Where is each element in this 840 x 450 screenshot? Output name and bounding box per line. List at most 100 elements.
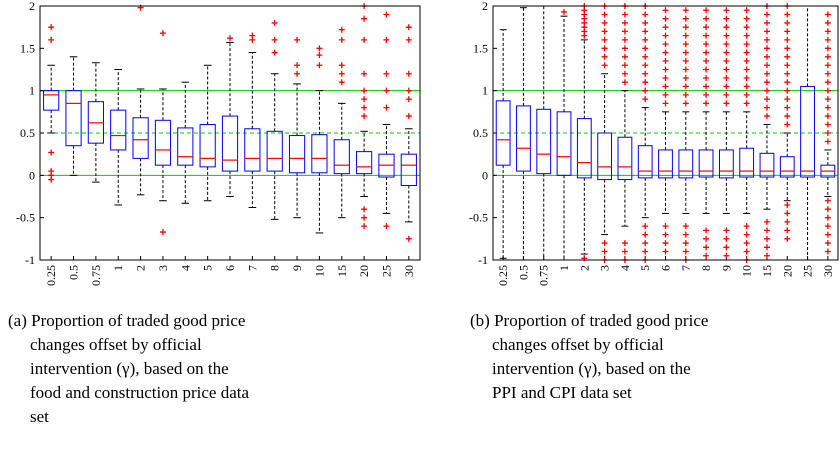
outlier bbox=[361, 214, 368, 221]
outlier bbox=[338, 36, 345, 43]
box bbox=[678, 149, 694, 179]
outlier bbox=[316, 45, 323, 52]
outlier bbox=[703, 235, 710, 242]
outlier bbox=[784, 70, 791, 77]
y-tick-label: 0 bbox=[482, 168, 488, 182]
x-tick-label: 20 bbox=[780, 265, 794, 277]
outlier bbox=[703, 32, 710, 39]
outlier bbox=[682, 91, 689, 98]
outlier bbox=[763, 87, 770, 94]
outlier bbox=[723, 235, 730, 242]
box bbox=[400, 153, 417, 186]
x-tick-label: 9 bbox=[290, 265, 304, 271]
outlier bbox=[361, 113, 368, 120]
box bbox=[495, 100, 511, 166]
box bbox=[356, 151, 373, 175]
outlier bbox=[621, 62, 628, 69]
x-tick-label: 0.25 bbox=[44, 265, 58, 286]
x-tick-label: 8 bbox=[699, 265, 713, 271]
outlier bbox=[824, 36, 831, 43]
box bbox=[177, 127, 194, 166]
box bbox=[244, 128, 261, 172]
outlier bbox=[294, 70, 301, 77]
x-tick-label: 4 bbox=[618, 265, 632, 271]
outlier bbox=[621, 36, 628, 43]
box bbox=[199, 124, 216, 168]
outlier bbox=[662, 24, 669, 31]
outlier bbox=[784, 79, 791, 86]
outlier bbox=[703, 83, 710, 90]
x-tick-label: 2 bbox=[577, 265, 591, 271]
outlier bbox=[784, 113, 791, 120]
outlier bbox=[662, 100, 669, 107]
outlier bbox=[743, 248, 750, 255]
outlier bbox=[662, 223, 669, 230]
box bbox=[43, 90, 60, 111]
outlier bbox=[763, 11, 770, 18]
outlier bbox=[723, 83, 730, 90]
box bbox=[718, 149, 734, 179]
outlier bbox=[405, 24, 412, 31]
outlier bbox=[642, 11, 649, 18]
outlier bbox=[361, 223, 368, 230]
outlier bbox=[361, 96, 368, 103]
box bbox=[698, 149, 714, 178]
x-tick-label: 0.75 bbox=[89, 265, 103, 286]
box bbox=[739, 147, 755, 178]
box bbox=[311, 134, 328, 174]
box bbox=[516, 105, 531, 172]
outlier bbox=[824, 231, 831, 238]
outlier bbox=[723, 252, 730, 259]
outlier bbox=[784, 104, 791, 111]
x-tick-label: 4 bbox=[178, 265, 192, 271]
outlier bbox=[784, 121, 791, 128]
outlier bbox=[723, 66, 730, 73]
box bbox=[288, 135, 306, 174]
box bbox=[132, 117, 149, 159]
outlier bbox=[159, 229, 166, 236]
box bbox=[556, 111, 572, 176]
box bbox=[779, 156, 795, 178]
outlier bbox=[48, 24, 55, 31]
outlier bbox=[784, 36, 791, 43]
outlier bbox=[338, 62, 345, 69]
y-tick-label: 0.5 bbox=[20, 126, 35, 140]
x-tick-label: 8 bbox=[268, 265, 282, 271]
box bbox=[221, 115, 239, 172]
outlier bbox=[682, 74, 689, 81]
outlier bbox=[703, 100, 710, 107]
outlier bbox=[743, 83, 750, 90]
outlier bbox=[784, 11, 791, 18]
outlier bbox=[723, 7, 730, 14]
x-tick-label: 6 bbox=[659, 265, 673, 271]
outlier bbox=[662, 7, 669, 14]
outlier bbox=[824, 113, 831, 120]
outlier bbox=[763, 62, 770, 69]
outlier bbox=[682, 83, 689, 90]
y-tick-label: 1.5 bbox=[473, 41, 488, 55]
outlier bbox=[703, 91, 710, 98]
outlier bbox=[621, 45, 628, 52]
outlier bbox=[642, 62, 649, 69]
outlier bbox=[824, 45, 831, 52]
outlier bbox=[159, 30, 166, 37]
outlier bbox=[662, 91, 669, 98]
outlier bbox=[703, 41, 710, 48]
outlier bbox=[723, 15, 730, 22]
outlier bbox=[763, 235, 770, 242]
outlier bbox=[763, 28, 770, 35]
box bbox=[597, 132, 613, 181]
outlier bbox=[763, 36, 770, 43]
outlier bbox=[784, 87, 791, 94]
box bbox=[65, 90, 82, 147]
outlier bbox=[48, 36, 55, 43]
outlier bbox=[621, 11, 628, 18]
x-tick-label: 25 bbox=[379, 265, 393, 277]
y-tick-label: 0.5 bbox=[473, 126, 488, 140]
outlier bbox=[642, 231, 649, 238]
outlier bbox=[723, 227, 730, 234]
box bbox=[658, 149, 673, 179]
outlier bbox=[48, 176, 55, 183]
outlier bbox=[784, 45, 791, 52]
outlier bbox=[621, 53, 628, 60]
